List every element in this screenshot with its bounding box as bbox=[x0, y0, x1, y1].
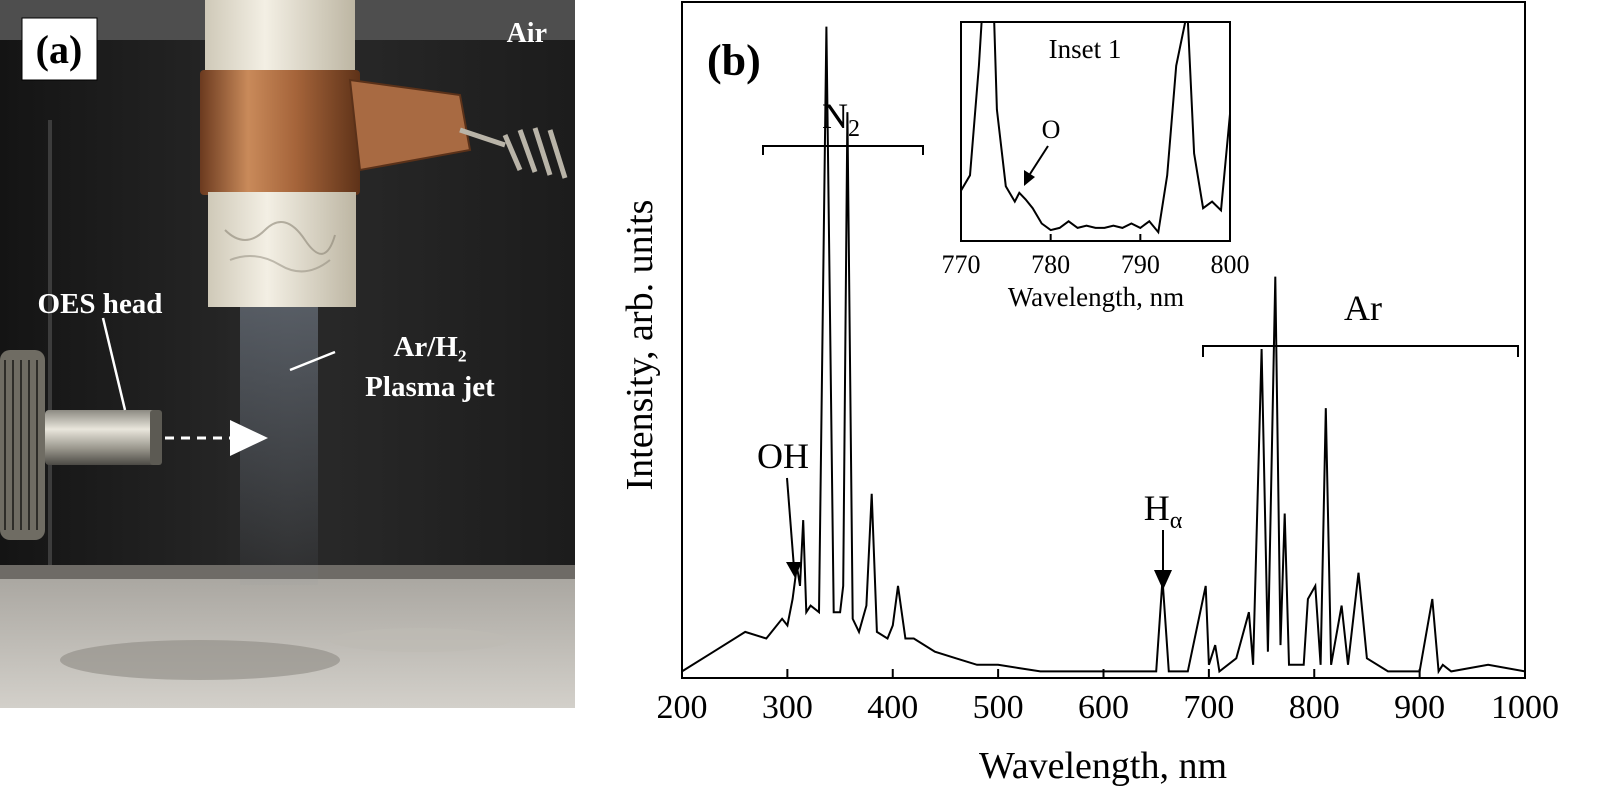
spectrum-series-line bbox=[681, 26, 1526, 675]
oh-arrow bbox=[786, 477, 795, 569]
x-tick-label: 800 bbox=[1211, 250, 1250, 279]
x-tick-label: 1000 bbox=[1491, 689, 1559, 726]
x-tick-label: 780 bbox=[1031, 250, 1070, 279]
inset-x-axis-label: Wavelength, nm bbox=[1008, 282, 1184, 312]
n2-bracket bbox=[762, 145, 924, 155]
y-axis-label: Intensity, arb. units bbox=[619, 200, 661, 491]
main-x-tick-labels: 200 300 400 500 600 700 800 900 1000 bbox=[657, 689, 1560, 726]
x-tick-label: 790 bbox=[1121, 250, 1160, 279]
inset-series-line bbox=[960, 21, 1231, 235]
x-tick-label: 700 bbox=[1183, 689, 1234, 726]
emission-spectrum-chart: 200 300 400 500 600 700 800 900 1000 Wavelength,… bbox=[619, 1, 1560, 787]
inset-o-label: O bbox=[1042, 115, 1061, 144]
inset-x-tick-labels: 770 780 790 800 bbox=[942, 250, 1250, 279]
x-tick-label: 770 bbox=[942, 250, 981, 279]
oh-label: OH bbox=[757, 436, 809, 476]
x-tick-label: 300 bbox=[762, 689, 813, 726]
halpha-label: Hα bbox=[1144, 488, 1183, 534]
x-axis-label: Wavelength, nm bbox=[979, 745, 1227, 787]
x-tick-label: 600 bbox=[1078, 689, 1129, 726]
x-tick-label: 200 bbox=[657, 689, 708, 726]
inset-title: Inset 1 bbox=[1049, 34, 1122, 64]
inset-o-arrow bbox=[1029, 145, 1049, 175]
panel-a-label: (a) bbox=[36, 27, 83, 72]
n2-label: N2 bbox=[822, 96, 860, 142]
air-label: Air bbox=[507, 18, 547, 49]
inset-x-ticks bbox=[960, 234, 1231, 241]
oes-head-label: OES head bbox=[38, 288, 163, 320]
panel-b-label: (b) bbox=[707, 36, 761, 85]
ar-label: Ar bbox=[1344, 288, 1382, 328]
plasma-label-line1: Ar/H₂ bbox=[393, 331, 466, 363]
inset-frame bbox=[960, 21, 1231, 242]
x-tick-label: 400 bbox=[867, 689, 918, 726]
x-tick-label: 800 bbox=[1289, 689, 1340, 726]
main-x-ticks bbox=[681, 669, 1526, 678]
plasma-label-line2: Plasma jet bbox=[365, 371, 495, 403]
panel-a-label-box bbox=[21, 17, 98, 81]
x-tick-label: 500 bbox=[973, 689, 1024, 726]
x-tick-label: 900 bbox=[1394, 689, 1445, 726]
ar-bracket bbox=[1202, 345, 1519, 357]
plasma-jet-photo: (a) Air OES head Ar/H₂ Plasma jet bbox=[0, 0, 575, 708]
